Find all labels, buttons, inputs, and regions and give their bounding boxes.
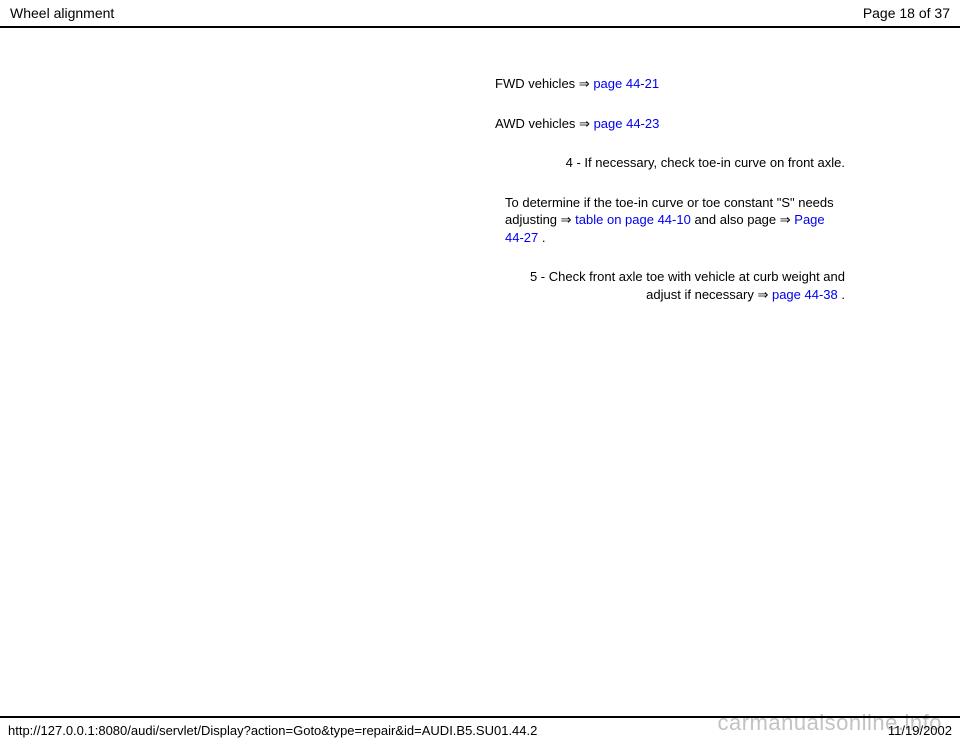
header-page-info: Page 18 of 37 bbox=[863, 5, 950, 21]
toe-t2: and also page bbox=[691, 212, 780, 227]
awd-prefix: AWD vehicles bbox=[495, 116, 579, 131]
footer-url: http://127.0.0.1:8080/audi/servlet/Displ… bbox=[8, 723, 537, 738]
link-table-44-10[interactable]: table on page 44-10 bbox=[572, 212, 691, 227]
toe-t3: . bbox=[538, 230, 545, 245]
page-footer: http://127.0.0.1:8080/audi/servlet/Displ… bbox=[0, 716, 960, 742]
link-page-44-21[interactable]: page 44-21 bbox=[590, 76, 659, 91]
arrow-icon: ⇒ bbox=[579, 116, 590, 131]
main-content: FWD vehicles ⇒ page 44-21 AWD vehicles ⇒… bbox=[495, 75, 845, 325]
step5-t2: . bbox=[838, 287, 845, 302]
header-title: Wheel alignment bbox=[10, 5, 114, 21]
arrow-icon: ⇒ bbox=[780, 212, 791, 227]
link-page-44-23[interactable]: page 44-23 bbox=[590, 116, 659, 131]
fwd-prefix: FWD vehicles bbox=[495, 76, 579, 91]
step-5-text: 5 - Check front axle toe with vehicle at… bbox=[495, 268, 845, 303]
step-4-text: 4 - If necessary, check toe-in curve on … bbox=[495, 154, 845, 172]
link-page-44-38[interactable]: page 44-38 bbox=[768, 287, 837, 302]
page-header: Wheel alignment Page 18 of 37 bbox=[0, 0, 960, 28]
footer-date: 11/19/2002 bbox=[888, 723, 952, 738]
arrow-icon: ⇒ bbox=[757, 287, 768, 302]
fwd-vehicles-line: FWD vehicles ⇒ page 44-21 bbox=[495, 75, 845, 93]
awd-vehicles-line: AWD vehicles ⇒ page 44-23 bbox=[495, 115, 845, 133]
toe-determine-text: To determine if the toe-in curve or toe … bbox=[495, 194, 845, 247]
arrow-icon: ⇒ bbox=[561, 212, 572, 227]
arrow-icon: ⇒ bbox=[579, 76, 590, 91]
